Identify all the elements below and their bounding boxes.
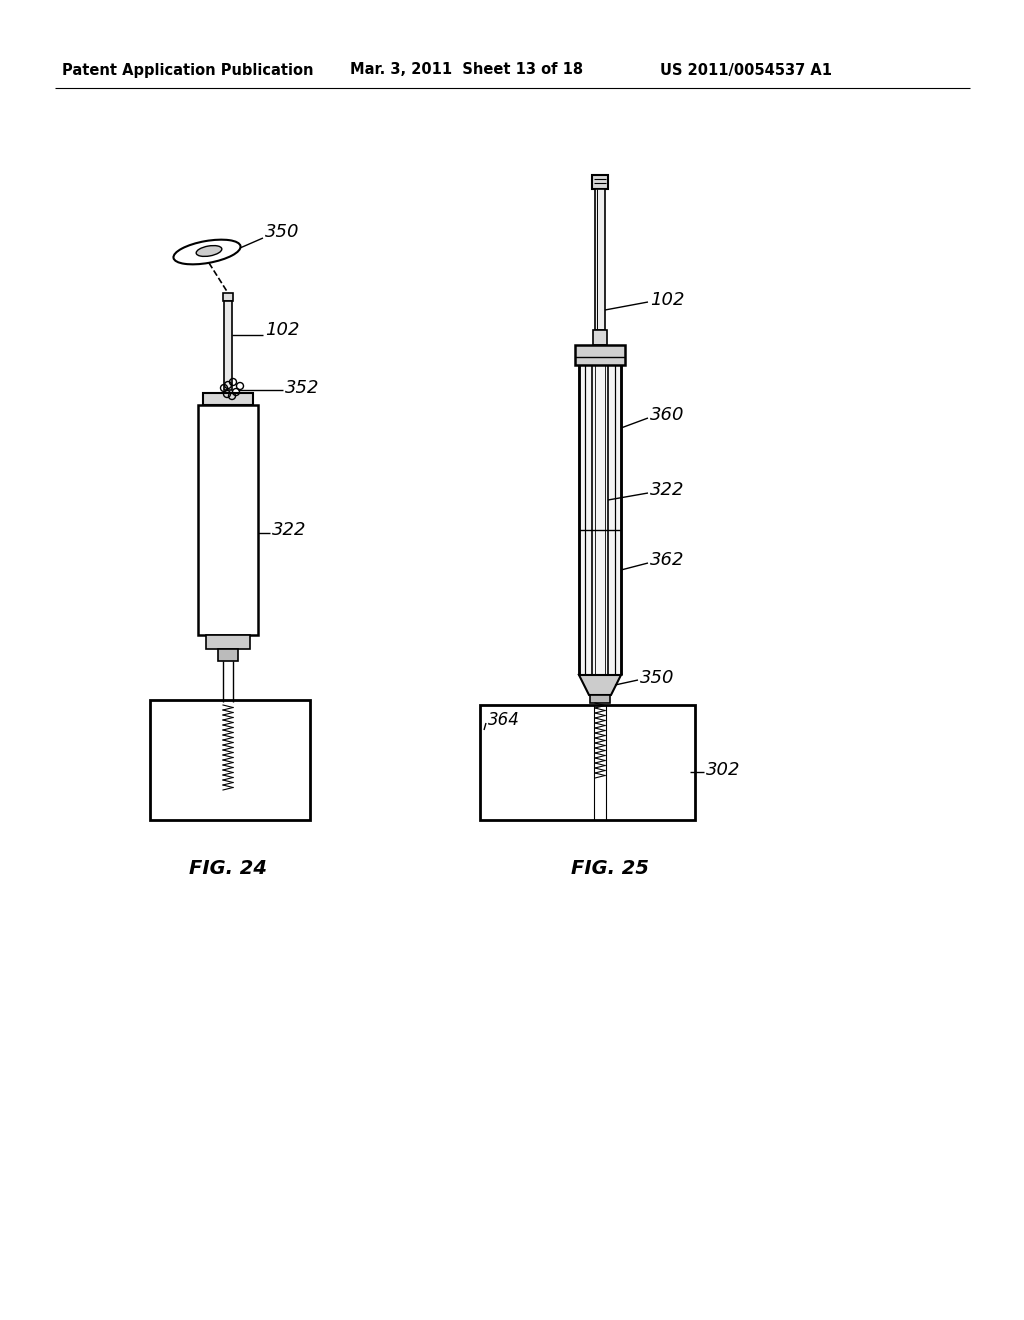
Ellipse shape: [173, 240, 241, 264]
Text: 302: 302: [706, 762, 740, 779]
Bar: [203, 393, 253, 405]
Text: 102: 102: [650, 290, 684, 309]
Text: FIG. 25: FIG. 25: [571, 858, 649, 878]
Text: FIG. 24: FIG. 24: [189, 858, 267, 878]
Text: 350: 350: [640, 669, 675, 686]
Ellipse shape: [197, 246, 222, 256]
Bar: [223, 293, 233, 301]
Bar: [592, 176, 608, 189]
Bar: [593, 330, 607, 345]
Bar: [224, 301, 232, 389]
Bar: [590, 696, 610, 704]
Bar: [206, 635, 250, 649]
Text: 102: 102: [265, 321, 299, 339]
Text: Patent Application Publication: Patent Application Publication: [62, 62, 313, 78]
Text: 364: 364: [488, 711, 520, 729]
Bar: [575, 345, 625, 366]
Text: 360: 360: [650, 407, 684, 424]
Bar: [198, 405, 258, 635]
Text: Mar. 3, 2011  Sheet 13 of 18: Mar. 3, 2011 Sheet 13 of 18: [350, 62, 583, 78]
Bar: [579, 366, 621, 675]
Text: US 2011/0054537 A1: US 2011/0054537 A1: [660, 62, 831, 78]
Bar: [150, 700, 310, 820]
Bar: [595, 189, 605, 330]
Text: 362: 362: [650, 550, 684, 569]
Text: 352: 352: [285, 379, 319, 397]
Polygon shape: [579, 675, 621, 696]
Bar: [480, 705, 695, 820]
Bar: [218, 649, 238, 661]
Text: 322: 322: [272, 521, 306, 539]
Text: 322: 322: [650, 480, 684, 499]
Text: 350: 350: [265, 223, 299, 242]
